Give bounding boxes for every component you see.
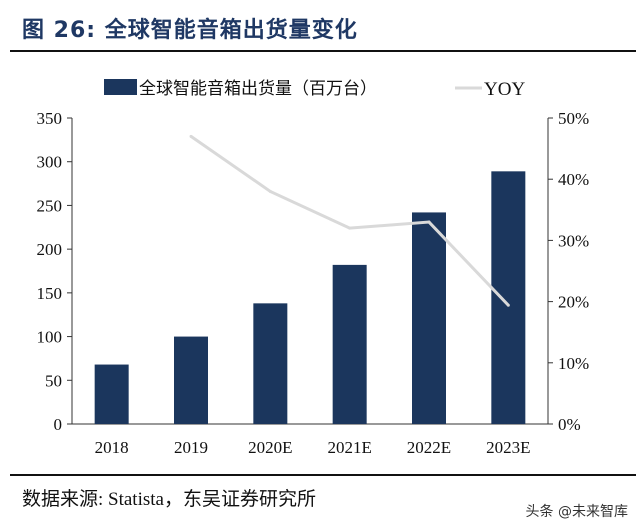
bar-2023E [491, 171, 526, 424]
x-tick-label: 2023E [486, 438, 530, 457]
x-tick-label: 2018 [95, 438, 129, 457]
right-tick-label: 10% [558, 354, 589, 373]
left-tick-label: 200 [37, 240, 63, 259]
left-tick-label: 350 [37, 109, 63, 128]
yoy-point [348, 226, 352, 230]
bar-2021E [332, 264, 367, 424]
x-tick-label: 2019 [174, 438, 208, 457]
left-tick-label: 50 [45, 371, 62, 390]
watermark: 头条 @未来智库 [525, 504, 628, 520]
bar-2022E [412, 212, 446, 424]
figure-title: 图 26: 全球智能音箱出货量变化 [22, 18, 358, 43]
chart: 0 50 100 150 200 250 300 350 0% 10% 20% 30% 40% 50% 20… [37, 79, 589, 457]
bar-2019 [174, 336, 208, 424]
left-tick-label: 150 [37, 284, 63, 303]
x-tick-label: 2020E [248, 438, 292, 457]
x-tick-label: 2021E [327, 438, 371, 457]
right-tick-label: 50% [558, 109, 589, 128]
yoy-point [427, 220, 431, 224]
legend-line-label: YOY [484, 79, 525, 100]
top-divider [10, 50, 636, 52]
left-tick-label: 100 [37, 328, 63, 347]
left-tick-label: 0 [54, 415, 63, 434]
bar-2020E [253, 303, 288, 424]
yoy-point [506, 303, 510, 307]
yoy-point [189, 134, 193, 138]
yoy-point [268, 189, 272, 193]
x-tick-label: 2022E [407, 438, 451, 457]
right-tick-label: 0% [558, 415, 581, 434]
bar-2018 [94, 364, 129, 424]
legend-bar-label: 全球智能音箱出货量（百万台） [139, 79, 377, 98]
left-tick-label: 300 [37, 153, 63, 172]
right-tick-label: 30% [558, 231, 589, 250]
source-note: 数据来源: Statista，东吴证券研究所 [22, 489, 316, 510]
right-tick-label: 20% [558, 293, 589, 312]
legend-bar-swatch [104, 79, 137, 95]
bottom-divider [10, 474, 636, 476]
left-tick-label: 250 [37, 196, 63, 215]
right-tick-label: 40% [558, 170, 589, 189]
